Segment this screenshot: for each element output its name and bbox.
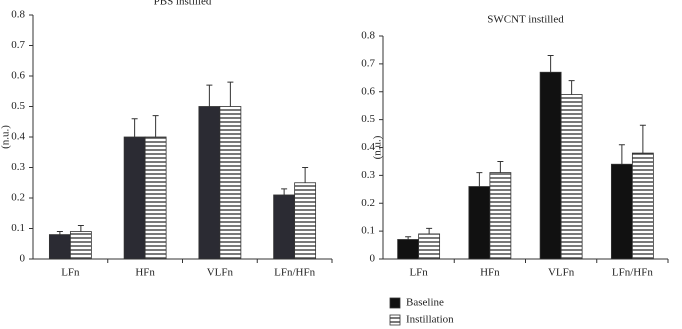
y-tick-label: 0.7 [361, 57, 375, 69]
bar [273, 194, 296, 260]
bar [539, 71, 562, 260]
error-bar [618, 144, 625, 165]
error-bar [302, 167, 309, 183]
error-bar [639, 124, 646, 154]
y-axis-label: (n.u.) [372, 135, 384, 159]
error-bar [497, 160, 504, 173]
bar [631, 152, 654, 260]
error-bar [281, 188, 288, 195]
legend-label: Instillation [406, 314, 454, 326]
bar [144, 136, 167, 260]
error-bar [77, 224, 84, 232]
y-tick-label: 0.4 [11, 131, 25, 143]
legend-swatch [389, 297, 401, 309]
bar [198, 106, 221, 260]
legend-label: Baseline [406, 297, 444, 309]
error-bar [405, 236, 412, 240]
y-tick-label: 0.6 [361, 85, 375, 97]
error-bar [227, 81, 234, 107]
x-tick-label: LFn [61, 267, 80, 279]
y-tick-label: 0 [370, 253, 376, 265]
bar [219, 106, 242, 260]
bar [489, 172, 512, 260]
y-tick-label: 0.1 [361, 225, 375, 237]
y-tick-label: 0.5 [11, 100, 25, 112]
y-tick-label: 0.5 [361, 113, 375, 125]
chart-title: PBS instilled [154, 0, 212, 8]
x-tick-label: LFn [409, 267, 428, 279]
x-tick-label: HFn [480, 267, 500, 279]
bar [294, 182, 317, 260]
y-tick-label: 0.4 [361, 141, 375, 153]
x-tick-label: HFn [135, 267, 155, 279]
error-bar [56, 231, 63, 235]
bar [397, 239, 420, 260]
error-bar [426, 227, 433, 234]
y-axis-label: (n.u.) [0, 125, 12, 149]
x-tick-label: LFn/HFn [274, 267, 315, 279]
bar [123, 136, 146, 260]
bar [468, 186, 491, 260]
y-tick-label: 0.8 [361, 30, 375, 42]
error-bar [206, 84, 213, 107]
bar [69, 231, 92, 260]
chart-title: SWCNT instilled [487, 14, 564, 26]
bar [560, 94, 583, 260]
y-tick-label: 0.2 [361, 197, 375, 209]
error-bar [547, 55, 554, 73]
y-tick-label: 0.2 [11, 192, 25, 204]
bar [610, 163, 633, 260]
error-bar [152, 115, 159, 137]
x-tick-label: VLFn [207, 267, 234, 279]
error-bar [131, 118, 138, 137]
x-tick-label: LFn/HFn [612, 267, 653, 279]
y-tick-label: 0.1 [11, 222, 25, 234]
error-bar [568, 80, 575, 95]
error-bar [476, 172, 483, 187]
y-tick-label: 0.7 [11, 39, 25, 51]
x-tick-label: VLFn [548, 267, 575, 279]
bar [48, 234, 71, 260]
y-tick-label: 0.8 [11, 9, 25, 21]
y-tick-label: 0.3 [11, 161, 25, 173]
y-tick-label: 0.3 [361, 169, 375, 181]
y-tick-label: 0 [20, 253, 26, 265]
y-tick-label: 0.6 [11, 70, 25, 82]
bar [418, 233, 441, 260]
legend-swatch [389, 314, 401, 326]
